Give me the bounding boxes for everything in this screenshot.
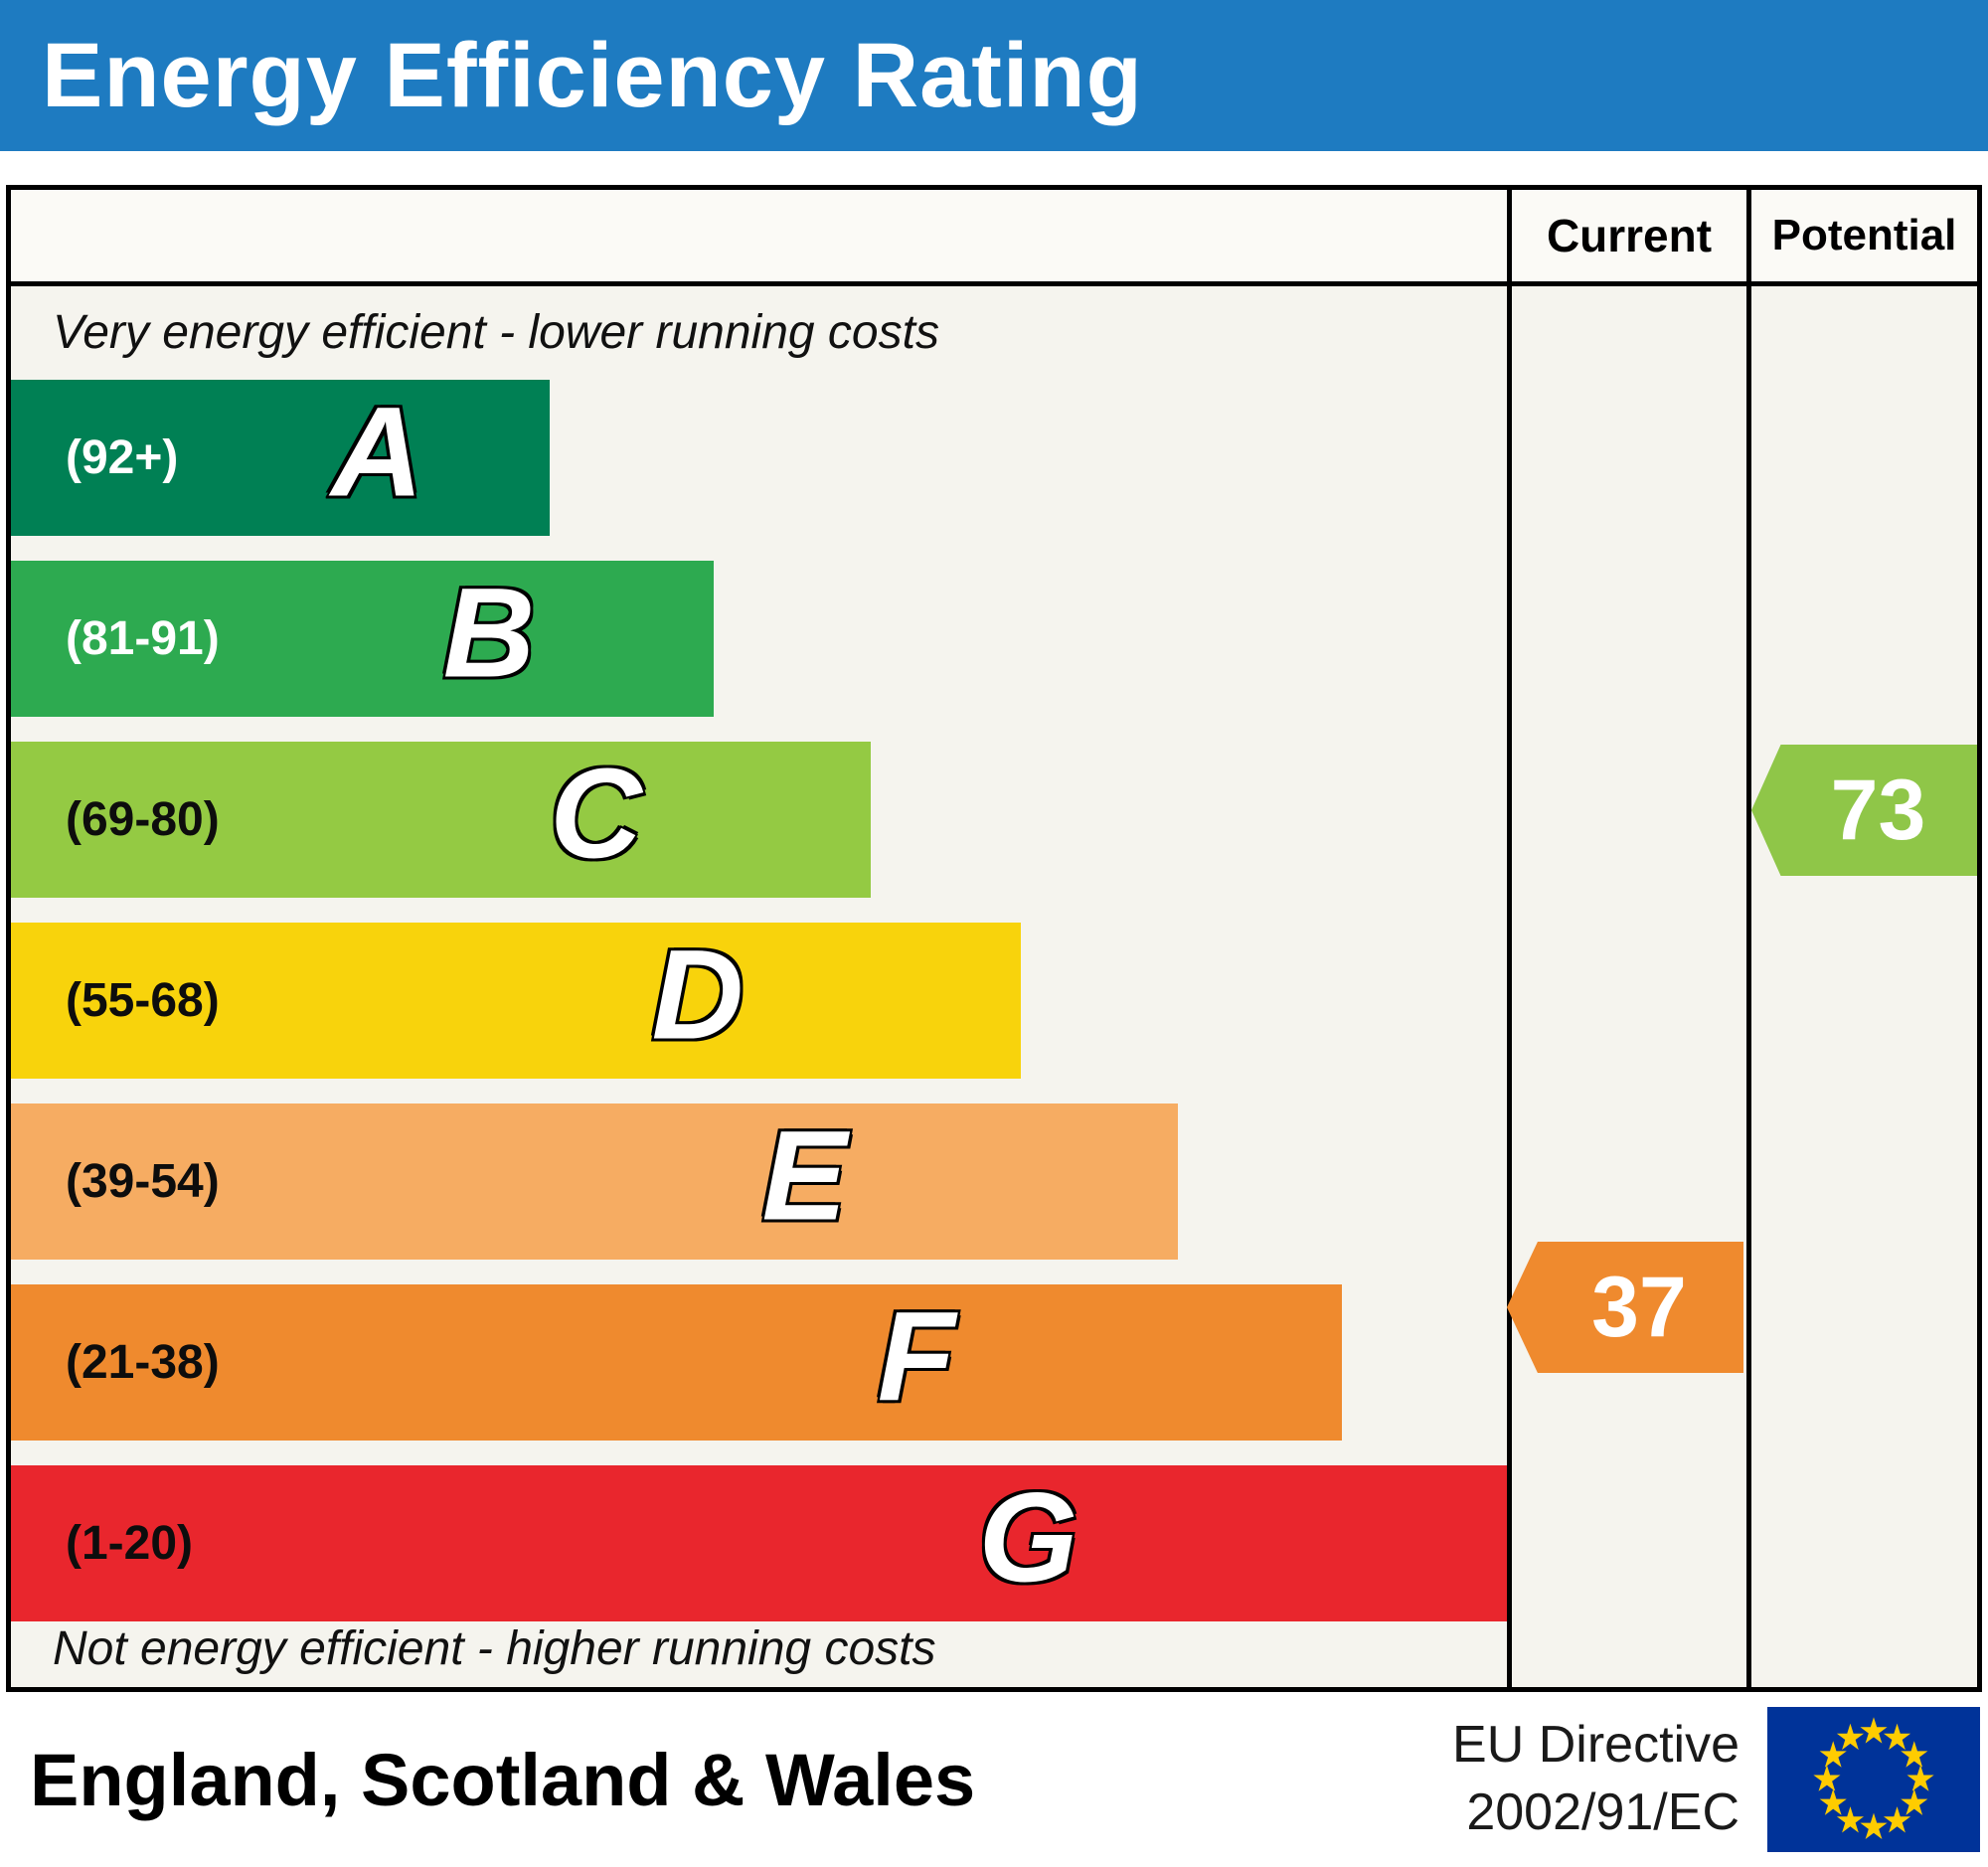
potential-rating-value: 73 bbox=[1830, 762, 1926, 858]
potential-marker: 73 bbox=[1751, 745, 1977, 876]
top-note: Very energy efficient - lower running co… bbox=[53, 306, 939, 359]
bottom-note: Not energy efficient - higher running co… bbox=[53, 1622, 936, 1675]
current-rating-value: 37 bbox=[1591, 1259, 1687, 1355]
band-c: (69-80) C bbox=[11, 741, 872, 898]
potential-column-divider bbox=[1746, 190, 1751, 1687]
band-d: (55-68) D bbox=[11, 922, 1021, 1079]
band-d-range: (55-68) bbox=[66, 974, 220, 1027]
band-f: (21-38) F bbox=[11, 1283, 1343, 1441]
band-g-range: (1-20) bbox=[66, 1517, 194, 1570]
band-f-range: (21-38) bbox=[66, 1336, 220, 1389]
footer: England, Scotland & Wales EU Directive 2… bbox=[0, 1692, 1988, 1867]
band-e-letter: E bbox=[760, 1103, 849, 1249]
band-a-letter: A bbox=[329, 379, 424, 525]
band-g: (1-20) G bbox=[11, 1464, 1507, 1621]
band-g-letter: G bbox=[977, 1464, 1080, 1611]
rating-bands: (92+) A (81-91) B (69-80) C (55-68) D (3… bbox=[11, 379, 1507, 1646]
potential-column-header: Potential bbox=[1771, 211, 1957, 259]
band-f-letter: F bbox=[876, 1283, 957, 1430]
current-column-divider bbox=[1507, 190, 1512, 1687]
band-a: (92+) A bbox=[11, 379, 550, 536]
band-b-range: (81-91) bbox=[66, 612, 220, 665]
band-e-range: (39-54) bbox=[66, 1155, 220, 1208]
page-title: Energy Efficiency Rating bbox=[42, 24, 1143, 126]
band-a-range: (92+) bbox=[66, 431, 179, 484]
band-d-letter: D bbox=[650, 922, 746, 1068]
eu-directive-line2: 2002/91/EC bbox=[1466, 1783, 1740, 1841]
band-c-range: (69-80) bbox=[66, 793, 220, 846]
eu-directive-label: EU Directive 2002/91/EC bbox=[1452, 1712, 1740, 1846]
band-e: (39-54) E bbox=[11, 1103, 1178, 1260]
chart-frame: Current Potential Very energy efficient … bbox=[6, 185, 1982, 1692]
band-c-letter: C bbox=[548, 741, 643, 887]
title-banner: Energy Efficiency Rating bbox=[0, 0, 1988, 151]
band-b: (81-91) B bbox=[11, 560, 715, 717]
column-header-row bbox=[11, 190, 1977, 286]
region-label: England, Scotland & Wales bbox=[30, 1738, 976, 1821]
eu-flag-icon bbox=[1767, 1707, 1980, 1852]
current-marker: 37 bbox=[1507, 1242, 1743, 1373]
current-column-header: Current bbox=[1546, 210, 1713, 261]
eu-directive-line1: EU Directive bbox=[1452, 1716, 1740, 1775]
band-b-letter: B bbox=[441, 560, 537, 706]
